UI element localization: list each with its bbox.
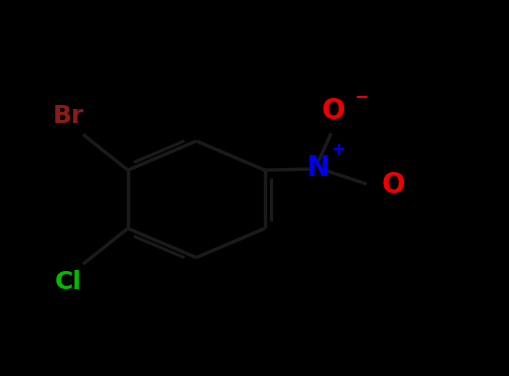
Text: O: O — [381, 171, 404, 199]
Text: Cl: Cl — [55, 270, 82, 294]
Text: +: + — [330, 141, 344, 159]
Text: −: − — [353, 87, 367, 105]
Text: O: O — [321, 97, 345, 125]
Text: N: N — [306, 154, 329, 182]
Text: Br: Br — [53, 105, 84, 128]
